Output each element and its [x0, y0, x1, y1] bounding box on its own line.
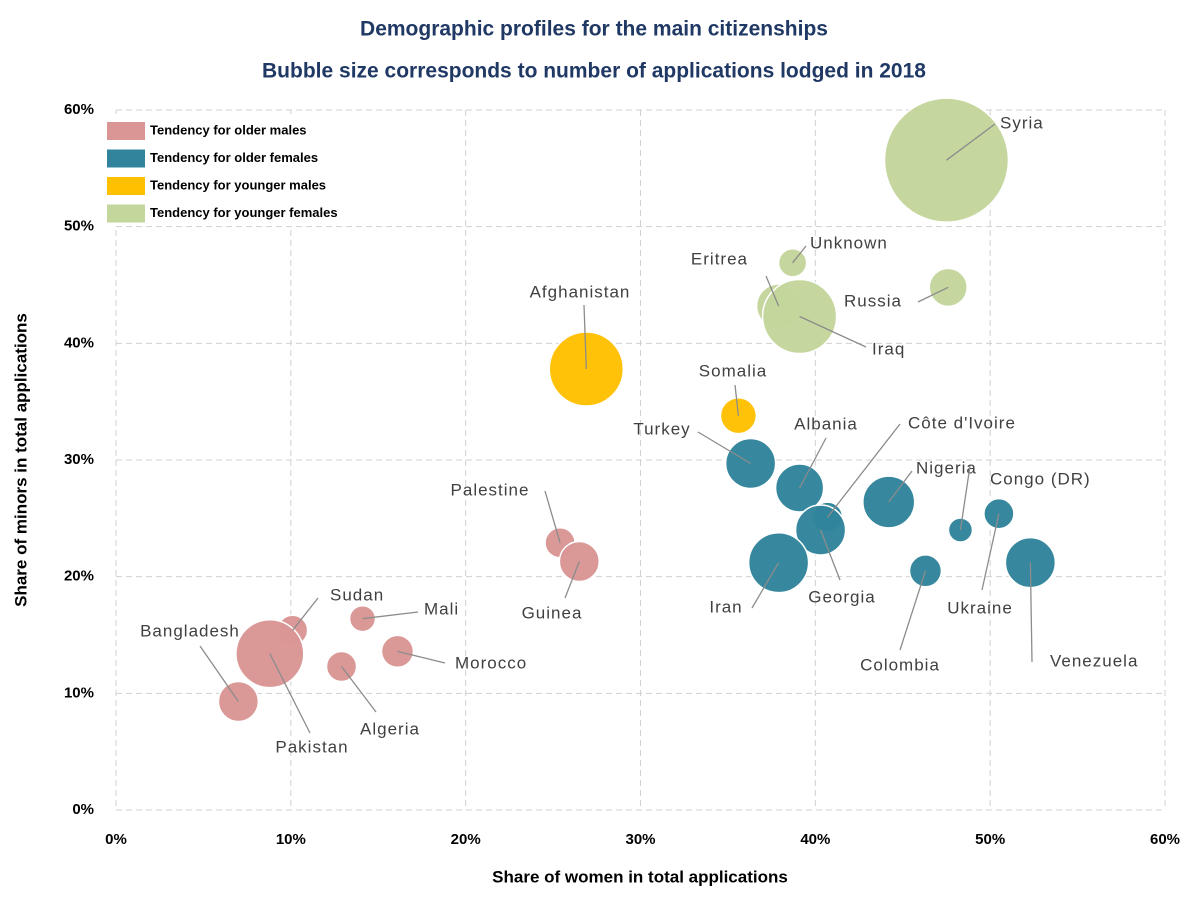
y-tick-label: 40% — [64, 334, 94, 351]
leader-line — [981, 513, 1000, 591]
point-label: Russia — [844, 291, 902, 310]
bubble — [908, 554, 943, 588]
legend-swatch — [107, 177, 145, 195]
leader-line — [799, 315, 867, 348]
point-label: Afghanistan — [530, 282, 631, 301]
leader-line — [946, 123, 996, 161]
chart-subtitle: Bubble size corresponds to number of app… — [262, 60, 926, 83]
point-label: Pakistan — [275, 737, 348, 756]
leader-line — [819, 529, 841, 581]
point-label: Ukraine — [947, 598, 1013, 617]
chart-title: Demographic profiles for the main citize… — [360, 18, 828, 41]
leader-line — [899, 570, 927, 651]
point-label: Palestine — [451, 480, 530, 499]
bubble — [380, 634, 415, 669]
point-label: Côte d'Ivoire — [908, 413, 1016, 432]
point-label: Sudan — [330, 585, 384, 604]
point-label: Congo (DR) — [990, 469, 1091, 488]
x-tick-label: 20% — [451, 831, 481, 848]
y-tick-label: 20% — [64, 568, 94, 585]
leader-line — [792, 245, 807, 264]
labels: Palestine Guinea Sudan Mali Morocco Algeria Pa… — [140, 113, 1138, 756]
x-tick-label: 10% — [276, 831, 306, 848]
leader-line — [751, 562, 780, 609]
leader-line — [734, 384, 740, 416]
x-axis-title: Share of women in total applications — [492, 867, 788, 886]
leader-line — [917, 286, 949, 303]
legend-swatch — [107, 122, 145, 140]
leader-line — [397, 650, 446, 664]
legend-label: Tendency for younger females — [150, 205, 338, 220]
point-label: Syria — [1000, 113, 1044, 132]
legend-label: Tendency for younger males — [150, 177, 326, 192]
point-label: Georgia — [808, 587, 875, 606]
point-label: Bangladesh — [140, 621, 240, 640]
leader-line — [1029, 562, 1033, 663]
point-label: Iraq — [872, 339, 905, 358]
bubble — [348, 604, 377, 633]
y-tick-label: 50% — [64, 218, 94, 235]
legend-box — [102, 114, 400, 226]
y-tick-label: 10% — [64, 684, 94, 701]
legend-label: Tendency for older females — [150, 150, 318, 165]
leader-line — [341, 666, 377, 713]
point-label: Somalia — [699, 361, 767, 380]
point-label: Morocco — [455, 653, 527, 672]
y-tick-label: 30% — [64, 451, 94, 468]
y-tick-label: 0% — [72, 801, 94, 818]
point-label: Nigeria — [916, 458, 977, 477]
leader-line — [959, 465, 971, 531]
x-tick-label: 40% — [800, 831, 830, 848]
point-label: Guinea — [522, 603, 583, 622]
x-tick-label: 30% — [625, 831, 655, 848]
leader-line — [269, 653, 311, 734]
point-label: Eritrea — [691, 249, 748, 268]
leader-line — [799, 437, 827, 489]
leader-line — [583, 304, 587, 370]
leader-line — [888, 470, 913, 503]
point-label: Turkey — [633, 419, 690, 438]
leader-line — [292, 597, 319, 631]
point-label: Venezuela — [1050, 651, 1138, 670]
point-label: Colombia — [860, 655, 940, 674]
x-tick-label: 50% — [975, 831, 1005, 848]
point-label: Iran — [709, 597, 742, 616]
legend-swatch — [107, 149, 145, 168]
leader-line — [765, 275, 780, 307]
leader-line — [564, 561, 580, 599]
x-tick-label: 0% — [105, 831, 127, 848]
point-label: Algeria — [360, 719, 420, 738]
x-tick-label: 60% — [1150, 831, 1180, 848]
y-axis-title: Share of minors in total applications — [11, 313, 30, 607]
point-label: Albania — [794, 414, 858, 433]
legend-swatch — [107, 204, 145, 223]
legend: Tendency for older males Tendency for old… — [102, 114, 400, 226]
leader-line — [362, 611, 419, 620]
leader-line — [199, 645, 239, 702]
point-label: Mali — [424, 599, 459, 618]
bubbles — [217, 97, 1057, 723]
point-label: Unknown — [810, 233, 888, 252]
grid: 0% 10% 20% 30% 40% 50% 60% 0% 10% 20% 30% 40% 50% 60% — [64, 101, 1180, 848]
leader-line — [697, 431, 751, 465]
leader-line — [827, 423, 901, 518]
legend-label: Tendency for older males — [150, 122, 307, 137]
bubble — [719, 396, 758, 435]
leader-line — [544, 490, 561, 544]
y-tick-label: 60% — [64, 101, 94, 118]
